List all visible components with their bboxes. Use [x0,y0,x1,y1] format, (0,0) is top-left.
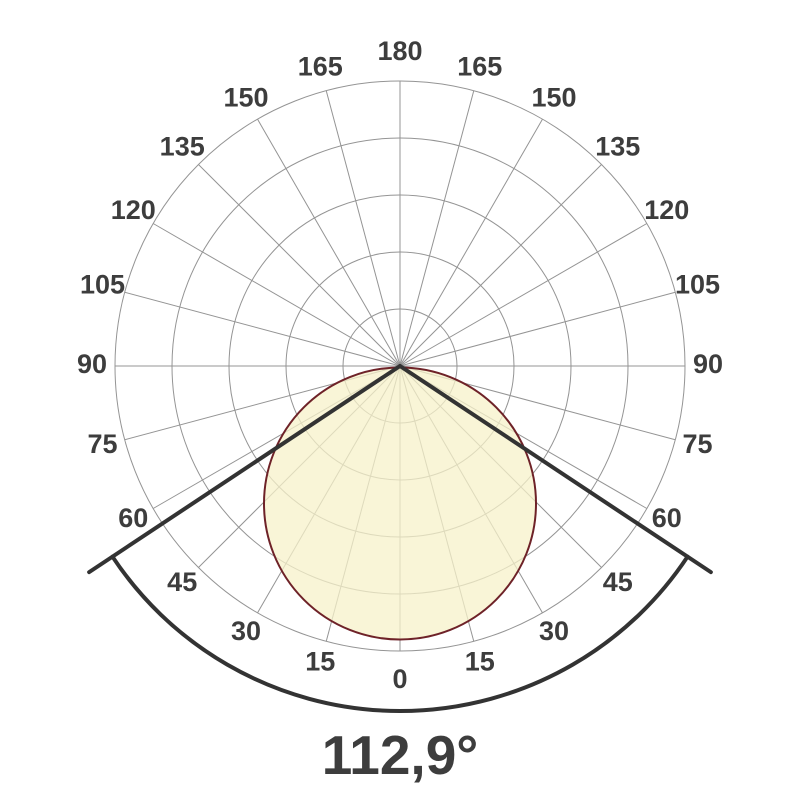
svg-text:60: 60 [118,503,148,533]
svg-text:75: 75 [682,429,712,459]
svg-text:105: 105 [80,269,125,299]
svg-text:150: 150 [531,82,576,112]
svg-text:45: 45 [167,567,197,597]
svg-text:180: 180 [377,36,422,66]
svg-text:30: 30 [539,616,569,646]
svg-text:45: 45 [603,567,633,597]
svg-text:15: 15 [305,647,335,677]
svg-text:75: 75 [87,429,117,459]
svg-text:105: 105 [675,269,720,299]
svg-text:165: 165 [457,52,502,82]
svg-text:165: 165 [298,52,343,82]
svg-text:90: 90 [693,349,723,379]
svg-text:112,9°: 112,9° [322,724,479,786]
svg-text:15: 15 [465,647,495,677]
svg-text:135: 135 [160,131,205,161]
svg-text:150: 150 [223,82,268,112]
svg-text:30: 30 [231,616,261,646]
svg-text:120: 120 [111,195,156,225]
svg-text:60: 60 [652,503,682,533]
svg-text:90: 90 [77,349,107,379]
svg-text:0: 0 [392,664,407,694]
svg-text:120: 120 [644,195,689,225]
svg-text:135: 135 [595,131,640,161]
